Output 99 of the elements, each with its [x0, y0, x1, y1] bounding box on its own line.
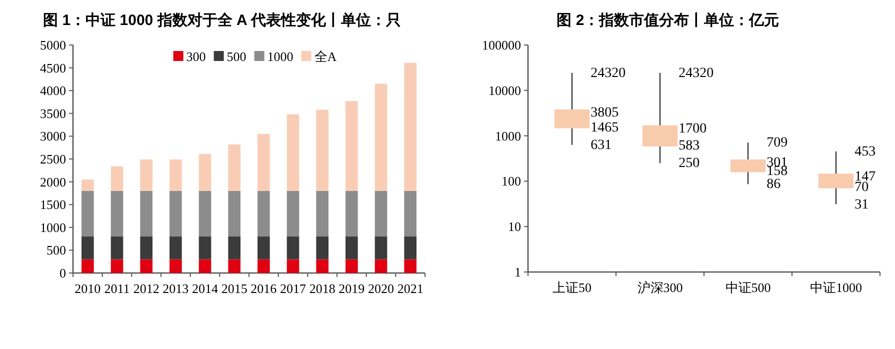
y-tick-label: 2000: [40, 174, 66, 190]
bar: [140, 236, 152, 260]
x-tick-label: 2017: [280, 281, 306, 296]
y-tick-label: 1000: [495, 128, 521, 144]
annotation: 1465: [590, 120, 619, 136]
annotation: 1700: [678, 121, 707, 136]
y-tick-label: 1500: [40, 197, 66, 212]
annotation: 31: [854, 197, 869, 212]
bar: [198, 236, 212, 260]
bar: [82, 236, 94, 260]
annotation: 709: [766, 136, 788, 151]
x-tick-label: 2019: [338, 281, 365, 296]
y-tick-label: 1000: [40, 220, 66, 235]
bar: [316, 236, 328, 260]
bar: [316, 110, 328, 191]
x-tick-label: 上证50: [552, 280, 592, 295]
annotation: 86: [766, 177, 781, 192]
x-tick-label: 2015: [221, 281, 248, 296]
legend-label: 1000: [267, 49, 294, 64]
x-tick-label: 2016: [250, 281, 278, 296]
bar: [110, 166, 124, 191]
y-tick-label: 5000: [40, 38, 66, 52]
chart-title: 图 2：指数市值分布丨单位：亿元: [556, 11, 780, 29]
x-tick-label: 2018: [309, 281, 336, 296]
annotation: 453: [854, 144, 876, 160]
y-tick-label: 500: [46, 242, 66, 258]
annotation: 250: [678, 156, 700, 172]
bar: [140, 190, 152, 237]
bar: [140, 259, 152, 273]
legend-label: 全A: [314, 49, 338, 64]
bar: [82, 190, 94, 237]
bar: [170, 190, 182, 237]
bar: [228, 190, 240, 237]
y-tick-label: 3000: [40, 128, 66, 144]
bar: [404, 236, 416, 260]
bar: [404, 190, 416, 237]
bar: [316, 259, 328, 273]
legend-label: 500: [226, 49, 246, 64]
bar: [346, 101, 358, 191]
x-tick-label: 2012: [133, 281, 160, 296]
bar: [316, 190, 328, 237]
annotation: 24320: [678, 66, 714, 81]
bar: [346, 190, 358, 237]
annotation: 631: [590, 138, 612, 153]
bar: [374, 236, 388, 260]
bar: [258, 190, 270, 237]
bar: [140, 159, 152, 191]
annotation: 3805: [590, 105, 619, 120]
x-tick-label: 2011: [104, 281, 130, 296]
bar: [198, 154, 212, 191]
x-tick-label: 2021: [397, 281, 424, 296]
bar: [286, 259, 300, 273]
y-tick-label: 100: [502, 174, 521, 189]
bar: [82, 259, 94, 273]
y-tick-label: 10000: [488, 82, 521, 98]
bar: [346, 259, 358, 273]
y-tick-label: 10: [508, 219, 521, 234]
chart-title: 图 1：中证 1000 指数对于全 A 代表性变化丨单位：只: [43, 11, 401, 29]
bar: [286, 190, 300, 237]
bar: [170, 259, 182, 273]
annotation: 24320: [590, 66, 626, 81]
x-tick-label: 2014: [192, 281, 218, 296]
bar: [374, 259, 388, 273]
y-tick-label: 4000: [40, 83, 66, 98]
bar: [346, 236, 358, 260]
bar: [258, 259, 270, 273]
bar: [228, 236, 240, 260]
bar: [198, 259, 212, 273]
bar: [404, 259, 416, 273]
bar: [286, 236, 300, 260]
bar: [170, 159, 182, 191]
y-tick-label: 100000: [482, 38, 521, 52]
x-tick-label: 中证500: [725, 280, 771, 295]
bar: [82, 180, 94, 191]
bar: [286, 114, 300, 191]
bar: [258, 236, 270, 260]
y-tick-label: 4500: [40, 60, 66, 76]
bar: [170, 236, 182, 260]
bar: [110, 236, 124, 260]
bar: [374, 190, 388, 237]
y-tick-label: 0: [60, 266, 66, 280]
annotation: 583: [678, 138, 700, 154]
x-tick-label: 2013: [162, 281, 189, 296]
bar: [228, 144, 240, 191]
x-tick-label: 中证1000: [810, 280, 862, 295]
y-tick-label: 3500: [40, 106, 66, 121]
legend-label: 300: [186, 49, 206, 64]
x-tick-label: 沪深300: [637, 280, 683, 295]
bar: [404, 62, 416, 191]
y-tick-label: 2500: [40, 152, 66, 166]
bar: [110, 259, 124, 273]
y-tick-label: 1: [514, 264, 521, 280]
x-tick-label: 2020: [368, 281, 394, 296]
bar: [228, 259, 240, 273]
bar: [258, 134, 270, 191]
bar: [198, 190, 212, 237]
x-tick-label: 2010: [74, 281, 101, 296]
bar: [110, 190, 124, 237]
bar: [374, 84, 388, 191]
